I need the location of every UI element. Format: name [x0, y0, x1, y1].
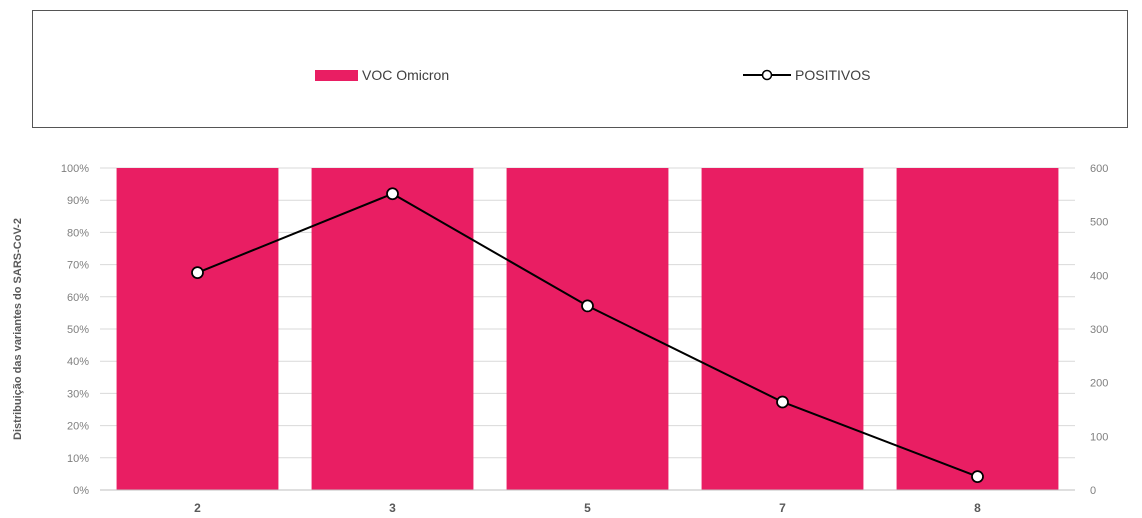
y-tick-label: 60% [67, 292, 89, 304]
y-axis-title: Distribuição das variantes do SARS-CoV-2 [12, 218, 24, 440]
y-tick-label: 30% [67, 388, 89, 400]
x-tick-label: 5 [584, 501, 591, 515]
line-point [386, 187, 399, 201]
line-point [971, 470, 984, 483]
y-tick-label: 90% [67, 195, 89, 207]
y-tick-label: 20% [67, 421, 89, 433]
y2-tick-label: 600 [1090, 163, 1108, 175]
y2-tick-label: 300 [1090, 324, 1108, 336]
y-tick-label: 50% [67, 324, 89, 336]
y2-tick-label: 100 [1090, 431, 1108, 443]
legend: VOC Omicron POSITIVOS [32, 10, 1128, 128]
legend-item-line: POSITIVOS [743, 67, 870, 83]
line-point [776, 395, 789, 409]
y-tick-label: 0% [73, 485, 89, 497]
y2-tick-label: 0 [1090, 485, 1096, 497]
bar [116, 168, 279, 490]
y-tick-label: 80% [67, 227, 89, 239]
bar [311, 168, 474, 490]
x-tick-label: 3 [389, 501, 396, 515]
line-series [191, 187, 984, 483]
x-tick-label: 2 [194, 501, 201, 515]
y-tick-label: 70% [67, 260, 89, 272]
legend-item-bar: VOC Omicron [315, 67, 449, 83]
y-tick-label: 40% [67, 356, 89, 368]
line-point [581, 299, 594, 313]
bar-series [116, 168, 1059, 490]
x-tick-label: 7 [779, 501, 786, 515]
line-point [191, 266, 204, 280]
y-tick-label: 100% [61, 163, 89, 175]
bar [896, 168, 1059, 490]
bar [506, 168, 669, 490]
legend-swatch-bar [315, 69, 358, 81]
legend-label-bar: VOC Omicron [362, 67, 450, 83]
bar [701, 168, 864, 490]
legend-label-line: POSITIVOS [795, 67, 871, 83]
axes: 0% 10% 20% 30% 40% 50% 60% 70% 80% 90% 100% 0 100 200… [61, 163, 1109, 515]
y-tick-label: 10% [67, 453, 89, 465]
legend-swatch-line [743, 69, 791, 81]
y2-tick-label: 400 [1090, 270, 1108, 282]
x-tick-label: 8 [974, 501, 981, 515]
y2-tick-label: 500 [1090, 217, 1108, 229]
y2-tick-label: 200 [1090, 378, 1108, 390]
